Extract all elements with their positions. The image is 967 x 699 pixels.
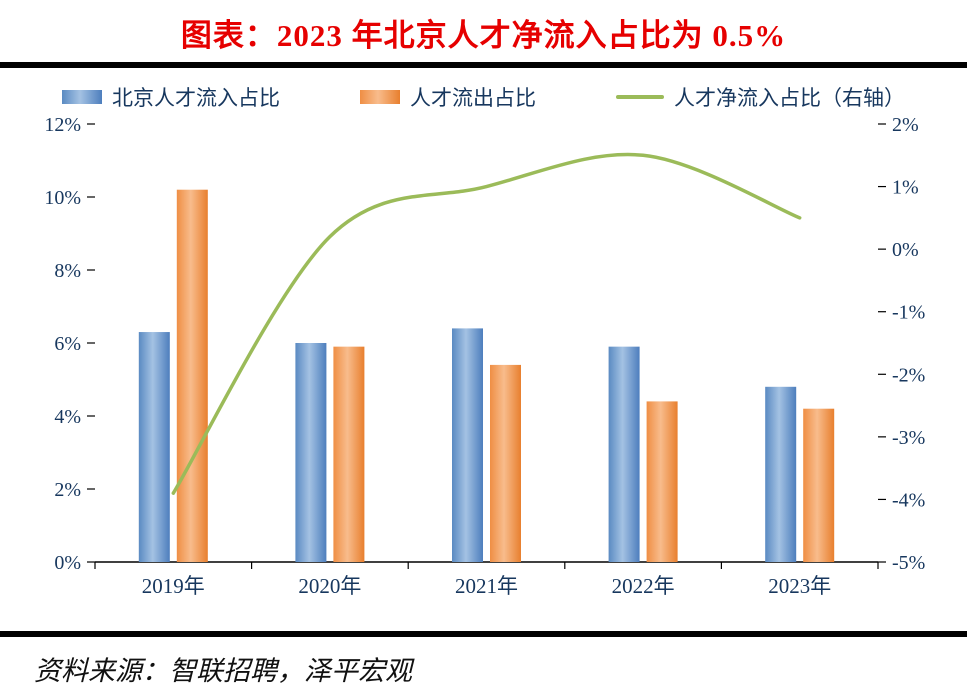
legend-item-inflow: 北京人才流入占比 (62, 82, 280, 112)
left-axis-label: 12% (44, 114, 81, 136)
legend-item-outflow: 人才流出占比 (360, 82, 536, 112)
right-axis-label: -2% (892, 364, 925, 386)
legend: 北京人才流入占比 人才流出占比 人才净流入占比（右轴） (0, 82, 967, 112)
bottom-divider (0, 631, 967, 637)
x-axis-label: 2022年 (612, 574, 675, 598)
right-axis-label: 1% (892, 177, 919, 199)
left-axis-label: 0% (54, 552, 81, 574)
outflow-bar (803, 408, 835, 562)
net-line-swatch-icon (616, 95, 664, 99)
left-axis-label: 8% (54, 260, 81, 282)
inflow-bar (295, 343, 327, 562)
left-axis-label: 10% (44, 187, 81, 209)
left-axis-label: 2% (54, 479, 81, 501)
chart-title: 图表：2023 年北京人才净流入占比为 0.5% (180, 18, 787, 53)
plot-area: 0% 2% 4% 6% 8% 10% 12% -5% -4% -3% -2% -1% 0% 1% 2% 201… (44, 114, 925, 598)
source-note: 资料来源：智联招聘，泽平宏观 (34, 656, 412, 686)
x-axis-label: 2019年 (142, 574, 205, 598)
inflow-bar (138, 332, 170, 562)
legend-label-inflow: 北京人才流入占比 (112, 86, 280, 110)
right-axis-label: -1% (892, 302, 925, 324)
legend-label-outflow: 人才流出占比 (410, 86, 536, 110)
outflow-bar (333, 346, 365, 562)
left-axis-label: 4% (54, 406, 81, 428)
right-axis-label: -3% (892, 427, 925, 449)
top-divider (0, 62, 967, 68)
net-inflow-line (171, 152, 802, 495)
inflow-swatch-icon (62, 90, 102, 104)
right-axis-label: 2% (892, 114, 919, 136)
right-axis-label: 0% (892, 239, 919, 261)
legend-label-net: 人才净流入占比（右轴） (674, 86, 905, 110)
x-axis-label: 2023年 (768, 574, 831, 598)
outflow-bar (176, 189, 208, 562)
left-axis-label: 6% (54, 333, 81, 355)
x-axis-label: 2020年 (298, 574, 361, 598)
outflow-bar (490, 364, 521, 562)
outflow-swatch-icon (360, 90, 400, 104)
legend-item-net: 人才净流入占比（右轴） (616, 82, 905, 112)
x-axis-label: 2021年 (455, 574, 518, 598)
inflow-bar (608, 346, 640, 562)
right-axis-label: -5% (892, 552, 925, 574)
inflow-bar (765, 386, 797, 562)
right-axis-label: -4% (892, 489, 925, 511)
outflow-bar (646, 401, 678, 562)
chart: 0% 2% 4% 6% 8% 10% 12% -5% -4% -3% -2% -1% 0% 1% 2% 201… (44, 114, 925, 598)
inflow-bar (452, 328, 483, 562)
